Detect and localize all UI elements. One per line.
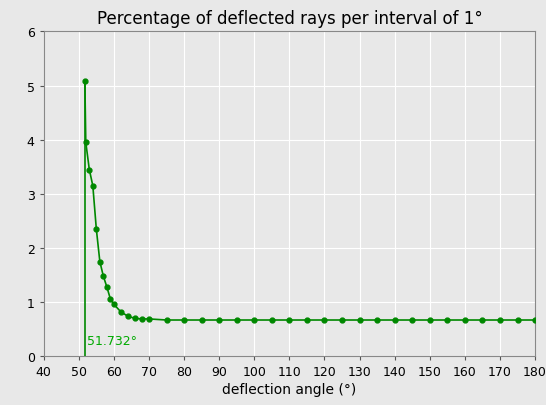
Title: Percentage of deflected rays per interval of 1°: Percentage of deflected rays per interva… (97, 10, 482, 28)
Text: 51.732°: 51.732° (87, 335, 136, 347)
X-axis label: deflection angle (°): deflection angle (°) (222, 383, 357, 396)
